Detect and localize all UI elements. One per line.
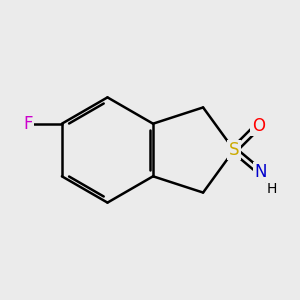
Text: H: H	[267, 182, 278, 196]
Text: F: F	[23, 115, 32, 133]
Text: N: N	[254, 163, 266, 181]
Text: O: O	[252, 117, 265, 135]
Text: S: S	[229, 141, 239, 159]
